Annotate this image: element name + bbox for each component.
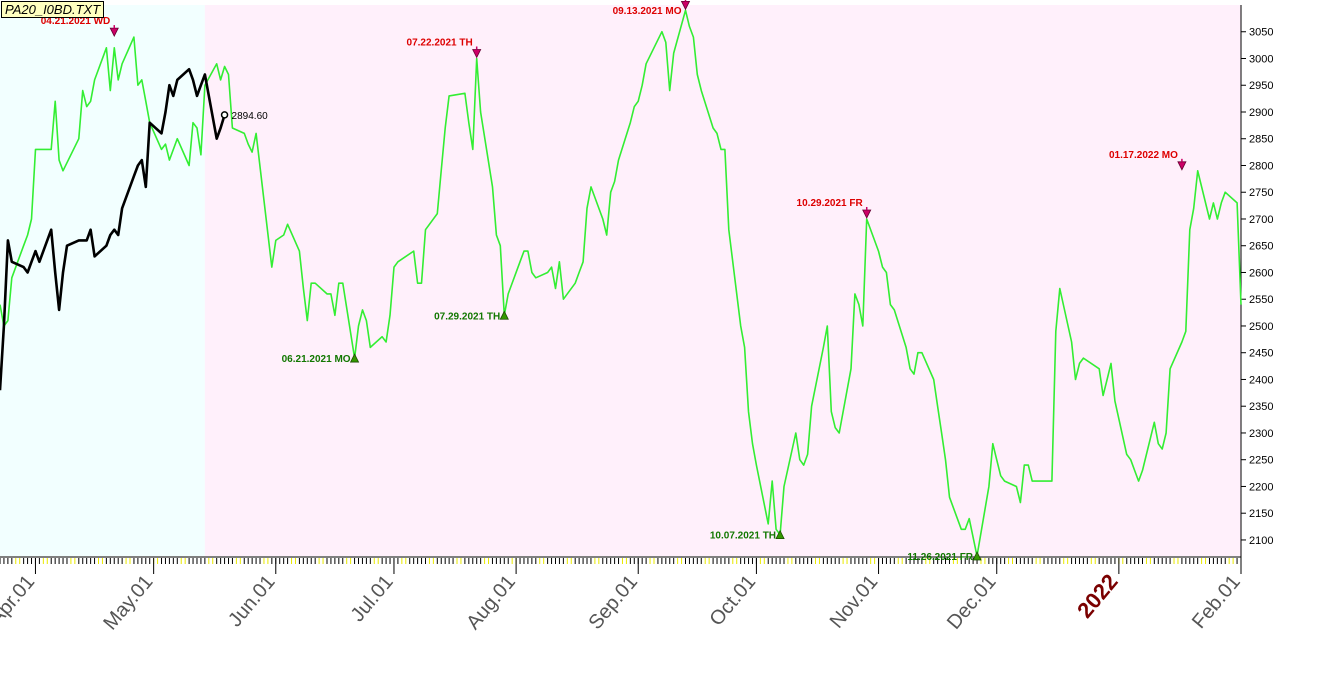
y-tick-label: 2850 — [1249, 134, 1273, 146]
y-tick-label: 2900 — [1249, 107, 1273, 119]
month-label: Sep.01 — [584, 571, 642, 634]
month-label: Aug.01 — [462, 571, 520, 634]
y-tick-label: 2350 — [1249, 401, 1273, 413]
annotation-layer: 2894.60 04.21.2021 WD 07.22.2021 TH 09.13.2… — [41, 0, 1187, 563]
peak-label: 01.17.2022 MO — [1109, 150, 1178, 161]
y-tick-label: 2150 — [1249, 508, 1273, 520]
y-tick-label: 2700 — [1249, 214, 1273, 226]
y-tick-label: 2600 — [1249, 267, 1273, 279]
trough-label: 07.29.2021 TH — [434, 311, 500, 322]
y-tick-label: 2750 — [1249, 187, 1273, 199]
month-label: Nov.01 — [826, 571, 883, 633]
last-value-label: 2894.60 — [232, 111, 269, 122]
month-label: Apr.01 — [0, 571, 39, 629]
peak-label: 10.29.2021 FR — [797, 198, 864, 209]
month-label: May.01 — [99, 571, 157, 634]
peak-label: 07.22.2021 TH — [407, 37, 473, 48]
trough-marker — [499, 310, 509, 320]
forecast-background — [204, 5, 1241, 556]
trough-marker — [349, 353, 360, 363]
forecast-series-line — [0, 9, 1242, 557]
y-tick-label: 3000 — [1249, 53, 1273, 65]
month-label: Jul.01 — [347, 571, 398, 626]
last-value-marker — [220, 111, 229, 119]
y-tick-label: 2550 — [1249, 294, 1273, 306]
peak-label: 04.21.2021 WD — [41, 16, 111, 27]
series-layer — [0, 9, 1242, 557]
y-tick-label: 2500 — [1249, 321, 1273, 333]
y-tick-label: 2400 — [1249, 374, 1273, 386]
trough-marker — [775, 529, 785, 540]
month-label: Dec.01 — [943, 571, 1001, 634]
y-tick-label: 2100 — [1249, 535, 1273, 547]
y-tick-label: 2650 — [1249, 241, 1273, 253]
month-label: Oct.01 — [706, 571, 761, 630]
history-background — [0, 5, 205, 556]
peak-marker — [680, 0, 691, 11]
year-label: 2022 — [1072, 569, 1123, 623]
month-label: Jun.01 — [224, 571, 279, 631]
peak-label: 09.13.2021 MO — [613, 6, 682, 17]
trough-label: 06.21.2021 MO — [282, 354, 351, 365]
y-tick-label: 2950 — [1249, 80, 1273, 92]
trough-marker — [972, 551, 982, 561]
y-tick-label: 2250 — [1249, 455, 1273, 467]
month-label: Feb.01 — [1188, 571, 1245, 633]
actual-series-line — [0, 67, 226, 391]
y-tick-label: 2800 — [1249, 160, 1273, 172]
y-tick-label: 3050 — [1249, 27, 1273, 39]
file-tag: PA20_I0BD.TXT — [1, 1, 105, 18]
trough-label: 10.07.2021 TH — [710, 531, 776, 542]
trough-label: 11.26.2021 FR — [907, 552, 973, 563]
y-tick-label: 2450 — [1249, 348, 1273, 360]
y-tick-label: 2300 — [1249, 428, 1273, 440]
y-tick-label: 2200 — [1249, 481, 1273, 493]
